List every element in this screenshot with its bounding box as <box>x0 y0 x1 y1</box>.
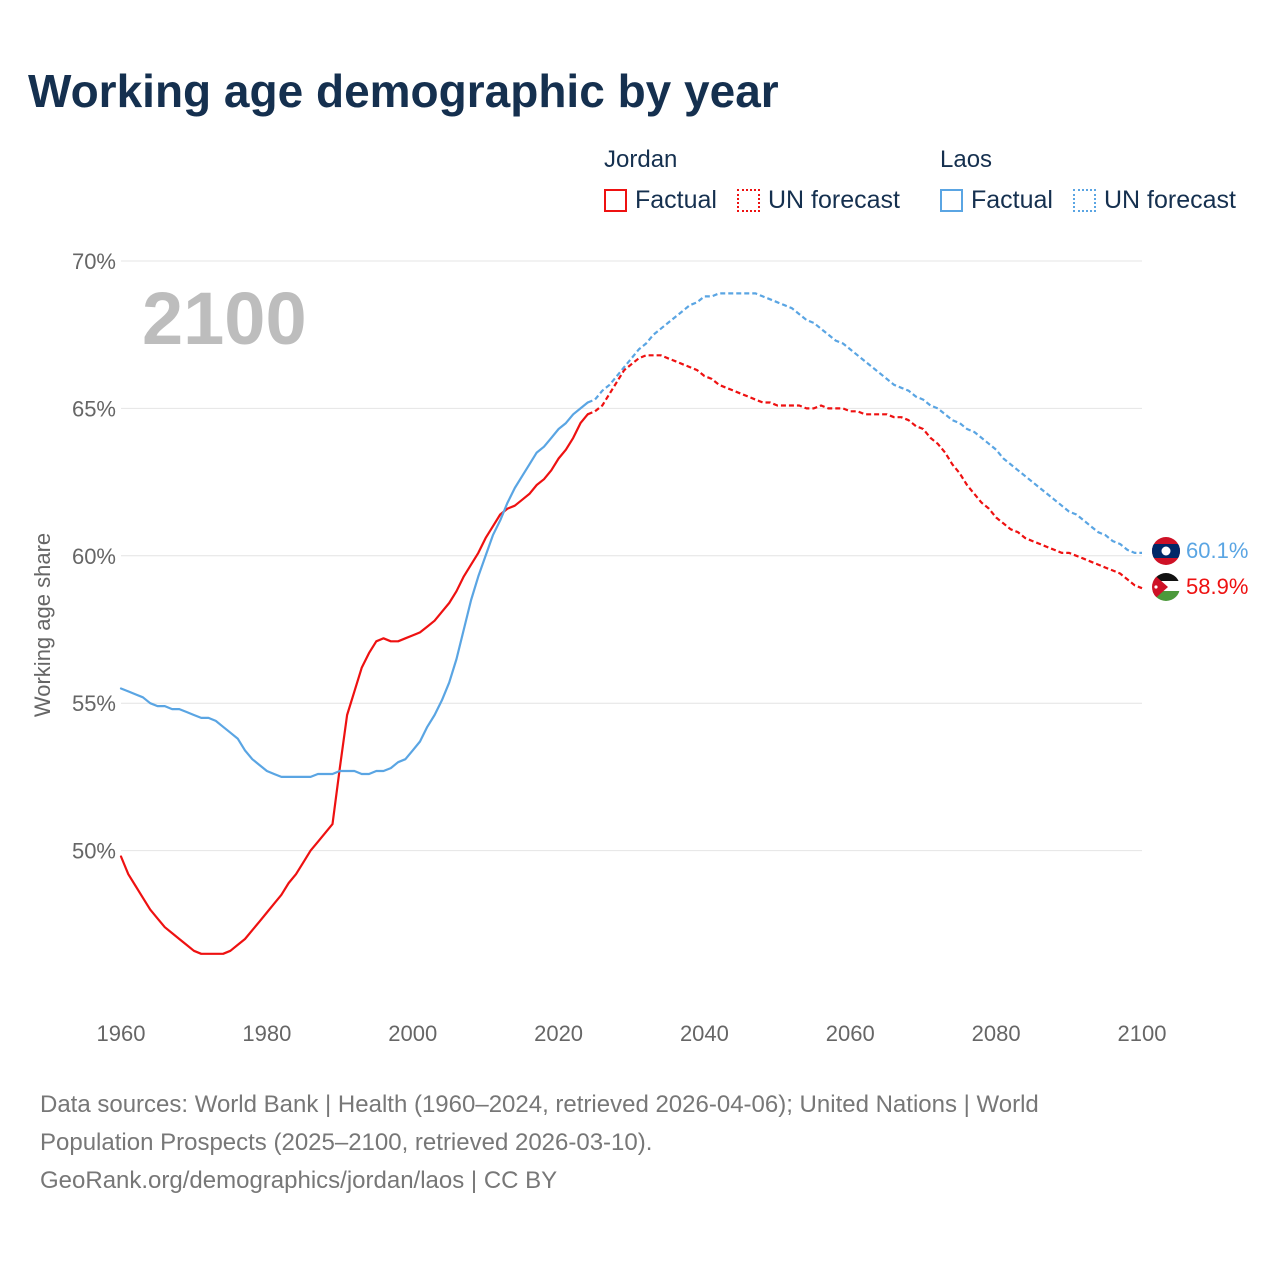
series-line-laos-forecast[interactable] <box>587 292 1142 554</box>
series-line-jordan-forecast[interactable] <box>587 354 1143 590</box>
year-watermark: 2100 <box>142 277 307 360</box>
x-tick-label: 2020 <box>534 1021 583 1046</box>
y-tick-label: 70% <box>72 249 116 274</box>
legend-group-laos: Laos <box>940 146 993 173</box>
legend-swatch-jordan-forecast <box>737 188 760 212</box>
x-tick-label: 1980 <box>242 1021 291 1046</box>
legend-label-jordan-forecast: UN forecast <box>768 185 900 214</box>
end-label-laos: 60.1% <box>1186 538 1248 563</box>
legend-swatch-laos-factual <box>940 188 963 212</box>
chart-title: Working age demographic by year <box>28 65 779 117</box>
y-tick-label: 50% <box>72 839 116 864</box>
legend-label-laos-forecast: UN forecast <box>1104 185 1236 214</box>
y-axis-label: Working age share <box>30 533 55 717</box>
legend-jordan-forecast[interactable]: UN forecast <box>737 186 900 214</box>
legend-label-jordan-factual: Factual <box>635 185 717 214</box>
x-tick-label: 2060 <box>826 1021 875 1046</box>
legend-laos-forecast[interactable]: UN forecast <box>1073 186 1236 214</box>
line-chart: 50% 55% 60% 65% 70% 1960 1980 2000 2020 2040 2060 2… <box>30 249 1248 1046</box>
legend-laos-factual[interactable]: Factual <box>940 186 1053 214</box>
legend-swatch-jordan-factual <box>604 188 627 212</box>
legend-label-laos-factual: Factual <box>971 185 1053 214</box>
x-tick-label: 2080 <box>972 1021 1021 1046</box>
axes: 50% 55% 60% 65% 70% 1960 1980 2000 2020 2040 2060 2… <box>72 249 1167 1046</box>
gridlines <box>121 260 1142 852</box>
y-tick-label: 55% <box>72 691 116 716</box>
legend-swatch-laos-forecast <box>1073 188 1096 212</box>
x-tick-label: 1960 <box>97 1021 146 1046</box>
end-label-jordan: 58.9% <box>1186 574 1248 599</box>
footer-line-2: Population Prospects (2025–2100, retriev… <box>40 1129 653 1156</box>
legend-group-jordan: Jordan <box>604 146 678 173</box>
x-tick-label: 2000 <box>388 1021 437 1046</box>
laos-flag-icon <box>1152 537 1180 565</box>
x-tick-label: 2100 <box>1118 1021 1167 1046</box>
series-line-laos-factual[interactable] <box>119 401 589 778</box>
series-line-jordan-factual[interactable] <box>119 413 589 955</box>
footer-sources: Data sources: World Bank | Health (1960–… <box>40 1086 1220 1200</box>
y-tick-label: 65% <box>72 396 116 421</box>
jordan-flag-icon <box>1152 573 1180 601</box>
footer-line-3: GeoRank.org/demographics/jordan/laos | C… <box>40 1167 558 1194</box>
y-tick-label: 60% <box>72 544 116 569</box>
x-tick-label: 2040 <box>680 1021 729 1046</box>
legend-jordan-factual[interactable]: Factual <box>604 186 717 214</box>
footer-line-1: Data sources: World Bank | Health (1960–… <box>40 1091 1039 1118</box>
series <box>119 292 1143 955</box>
